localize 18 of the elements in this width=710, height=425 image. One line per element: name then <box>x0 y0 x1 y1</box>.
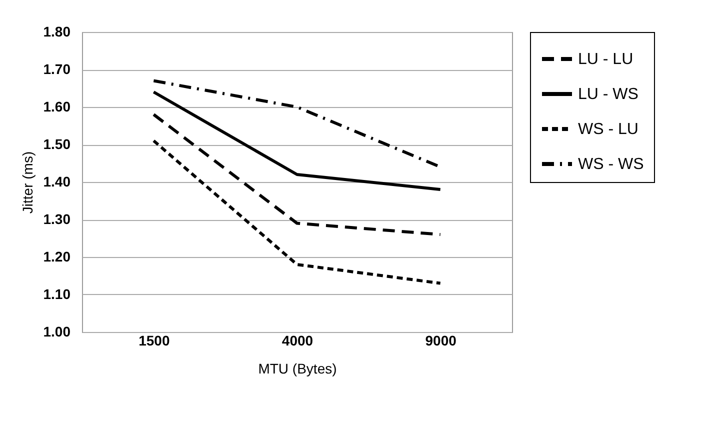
x-axis-title: MTU (Bytes) <box>258 360 337 376</box>
x-tick-label: 4000 <box>282 332 314 348</box>
y-tick-label: 1.20 <box>43 248 71 264</box>
y-tick-label: 1.40 <box>43 174 71 190</box>
y-axis-title: Jitter (ms) <box>19 151 36 214</box>
x-tick-label: 1500 <box>138 332 170 348</box>
y-tick-label: 1.70 <box>43 61 71 77</box>
legend-label: LU - LU <box>578 51 634 68</box>
y-tick-label: 1.30 <box>43 211 71 227</box>
y-tick-label: 1.50 <box>43 136 71 152</box>
y-tick-label: 1.10 <box>43 286 71 302</box>
y-tick-label: 1.00 <box>43 324 71 340</box>
legend-label: WS - WS <box>578 156 644 173</box>
y-tick-label: 1.60 <box>43 98 71 114</box>
legend-label: WS - LU <box>578 121 638 138</box>
y-tick-label: 1.80 <box>43 24 71 40</box>
x-tick-label: 9000 <box>425 332 457 348</box>
legend-label: LU - WS <box>578 86 638 103</box>
